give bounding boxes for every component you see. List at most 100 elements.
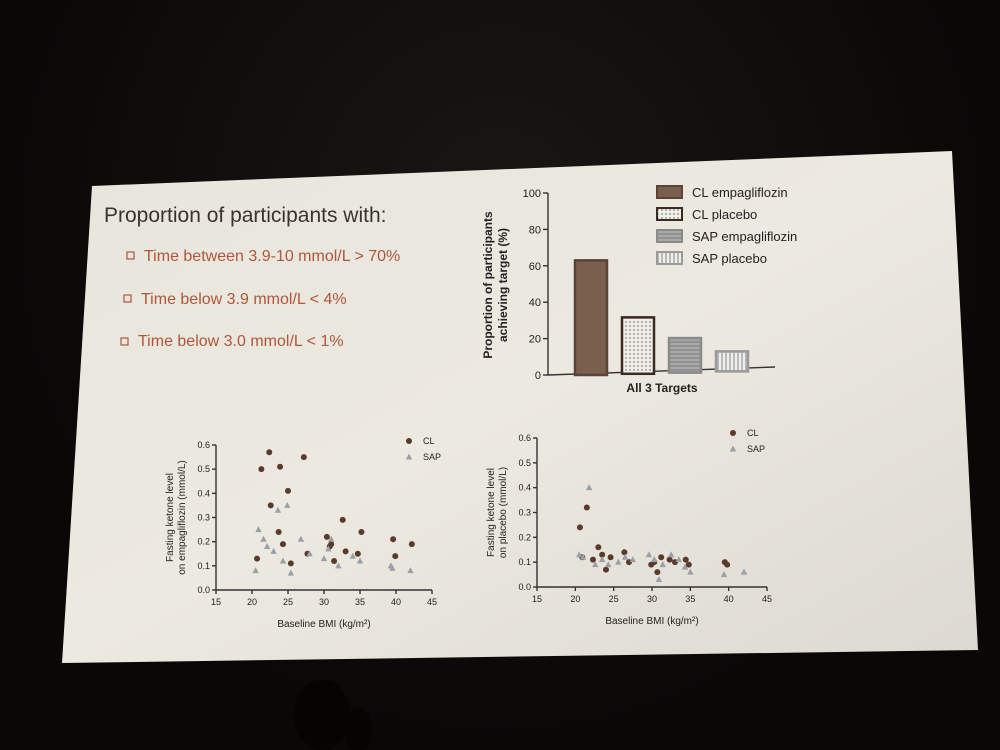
bullet-box-icon: [126, 251, 135, 260]
bullet-item: Time between 3.9-10 mmol/L > 70%: [126, 248, 400, 265]
data-point-cl: [724, 561, 731, 568]
x-tick-label: 15: [532, 594, 542, 604]
y-tick-label: 0.5: [197, 464, 210, 474]
legend-label: SAP empagliflozin: [692, 229, 797, 244]
x-tick-label: 35: [355, 597, 365, 607]
bar: [620, 316, 656, 376]
data-point-sap: [740, 568, 748, 575]
data-point-cl: [621, 549, 628, 556]
data-point-cl: [682, 556, 689, 563]
data-point-sap: [287, 569, 295, 576]
bar: [573, 259, 609, 377]
data-point-cl: [390, 536, 397, 543]
data-point-sap: [297, 535, 305, 542]
y-tick-label: 0.4: [518, 483, 531, 493]
panel-title: Proportion of participants with:: [104, 204, 386, 227]
data-point-cl: [654, 569, 661, 576]
y-tick-label: 0.1: [197, 561, 210, 571]
y-tick-label: 0.3: [197, 513, 210, 523]
y-axis-title-line2: achieving target (%): [496, 228, 510, 342]
legend-label: CL: [423, 436, 435, 446]
data-point-cl: [342, 548, 349, 555]
data-point-sap: [252, 567, 259, 574]
data-point-sap: [667, 551, 675, 558]
data-point-sap: [675, 556, 683, 563]
x-axis-title: Baseline BMI (kg/m²): [277, 619, 370, 630]
data-point-cl: [408, 541, 415, 548]
y-tick-label: 0.0: [197, 585, 210, 595]
x-category-label: All 3 Targets: [626, 381, 697, 395]
data-point-cl: [354, 550, 361, 557]
legend-label: CL placebo: [692, 207, 757, 222]
data-point-sap: [575, 551, 583, 558]
y-tick-label: 100: [523, 188, 541, 200]
data-point-cl: [328, 541, 335, 548]
legend-label: CL empagliflozin: [692, 185, 788, 200]
legend-swatch: [656, 251, 683, 265]
data-point-cl: [323, 533, 330, 540]
x-tick-label: 40: [391, 597, 401, 607]
y-axis-title-line2: on placebo (mmol/L): [498, 467, 509, 558]
x-tick-label: 40: [724, 594, 734, 604]
data-point-sap: [284, 501, 291, 508]
data-point-sap: [605, 561, 612, 568]
data-point-sap: [328, 535, 335, 542]
data-point-sap: [621, 553, 629, 560]
data-point-sap: [306, 550, 313, 557]
data-point-cl: [666, 556, 673, 563]
legend-swatch: [656, 207, 683, 221]
data-point-sap: [325, 545, 332, 552]
data-point-cl: [583, 504, 590, 511]
data-point-sap: [274, 506, 282, 513]
bar: [667, 336, 703, 374]
data-point-cl: [267, 502, 274, 509]
bullet-text: Time below 3.0 mmol/L < 1%: [138, 333, 344, 350]
data-point-sap: [585, 484, 593, 491]
bullet-box-icon: [123, 294, 132, 303]
legend-label: SAP: [423, 452, 441, 462]
data-point-cl: [300, 454, 307, 461]
data-point-cl: [287, 560, 294, 567]
data-point-sap: [615, 558, 622, 565]
legend-marker: [405, 453, 413, 460]
data-point-cl: [576, 524, 583, 531]
data-point-sap: [335, 562, 342, 569]
data-point-sap: [645, 551, 653, 558]
y-tick-label: 40: [529, 297, 541, 309]
data-point-sap: [320, 555, 328, 562]
legend-swatch: [656, 185, 683, 199]
data-point-sap: [263, 543, 271, 549]
x-tick-label: 30: [647, 594, 657, 604]
bar-chart: 0 20 40 60 80 100 Proportion of participantsac…: [481, 185, 797, 395]
data-point-cl: [339, 516, 346, 523]
data-point-cl: [589, 556, 596, 563]
data-point-sap: [407, 567, 414, 574]
data-point-cl: [331, 558, 338, 564]
data-point-sap: [389, 564, 396, 571]
data-point-sap: [260, 535, 267, 542]
bullet-text: Time between 3.9-10 mmol/L > 70%: [144, 248, 400, 265]
legend-label: CL: [747, 428, 759, 438]
bullet-list: Time between 3.9-10 mmol/L > 70% Time be…: [120, 248, 400, 350]
bullet-item: Time below 3.9 mmol/L < 4%: [123, 291, 347, 308]
y-axis-title-line1: Fasting ketone level: [486, 468, 497, 557]
data-point-sap: [255, 526, 262, 533]
scatter-chart-empagliflozin: 0.0 0.1 0.2 0.3 0.4 0.5 0.6 15 20 25 30 35 40 45 Basel…: [165, 436, 441, 630]
left-panel: Proportion of participants with: Time be…: [104, 204, 400, 350]
y-axis-title-line2: on empagliflozin (mmol/L): [177, 460, 188, 575]
y-tick-label: 0.6: [518, 433, 531, 443]
y-tick-label: 20: [529, 334, 541, 346]
y-tick-label: 0.6: [197, 440, 210, 450]
bullet-text: Time below 3.9 mmol/L < 4%: [141, 291, 347, 308]
data-point-cl: [358, 529, 365, 535]
legend-label: SAP placebo: [692, 251, 767, 266]
data-point-cl: [658, 554, 665, 561]
y-axis-title-line1: Fasting ketone level: [165, 473, 176, 562]
x-axis-title: Baseline BMI (kg/m²): [605, 616, 698, 627]
bullet-box-icon: [120, 337, 129, 346]
y-axis-title: Proportion of participantsachieving targ…: [481, 211, 510, 359]
data-point-sap: [270, 547, 277, 554]
data-point-cl: [254, 555, 261, 562]
data-point-sap: [681, 563, 689, 570]
